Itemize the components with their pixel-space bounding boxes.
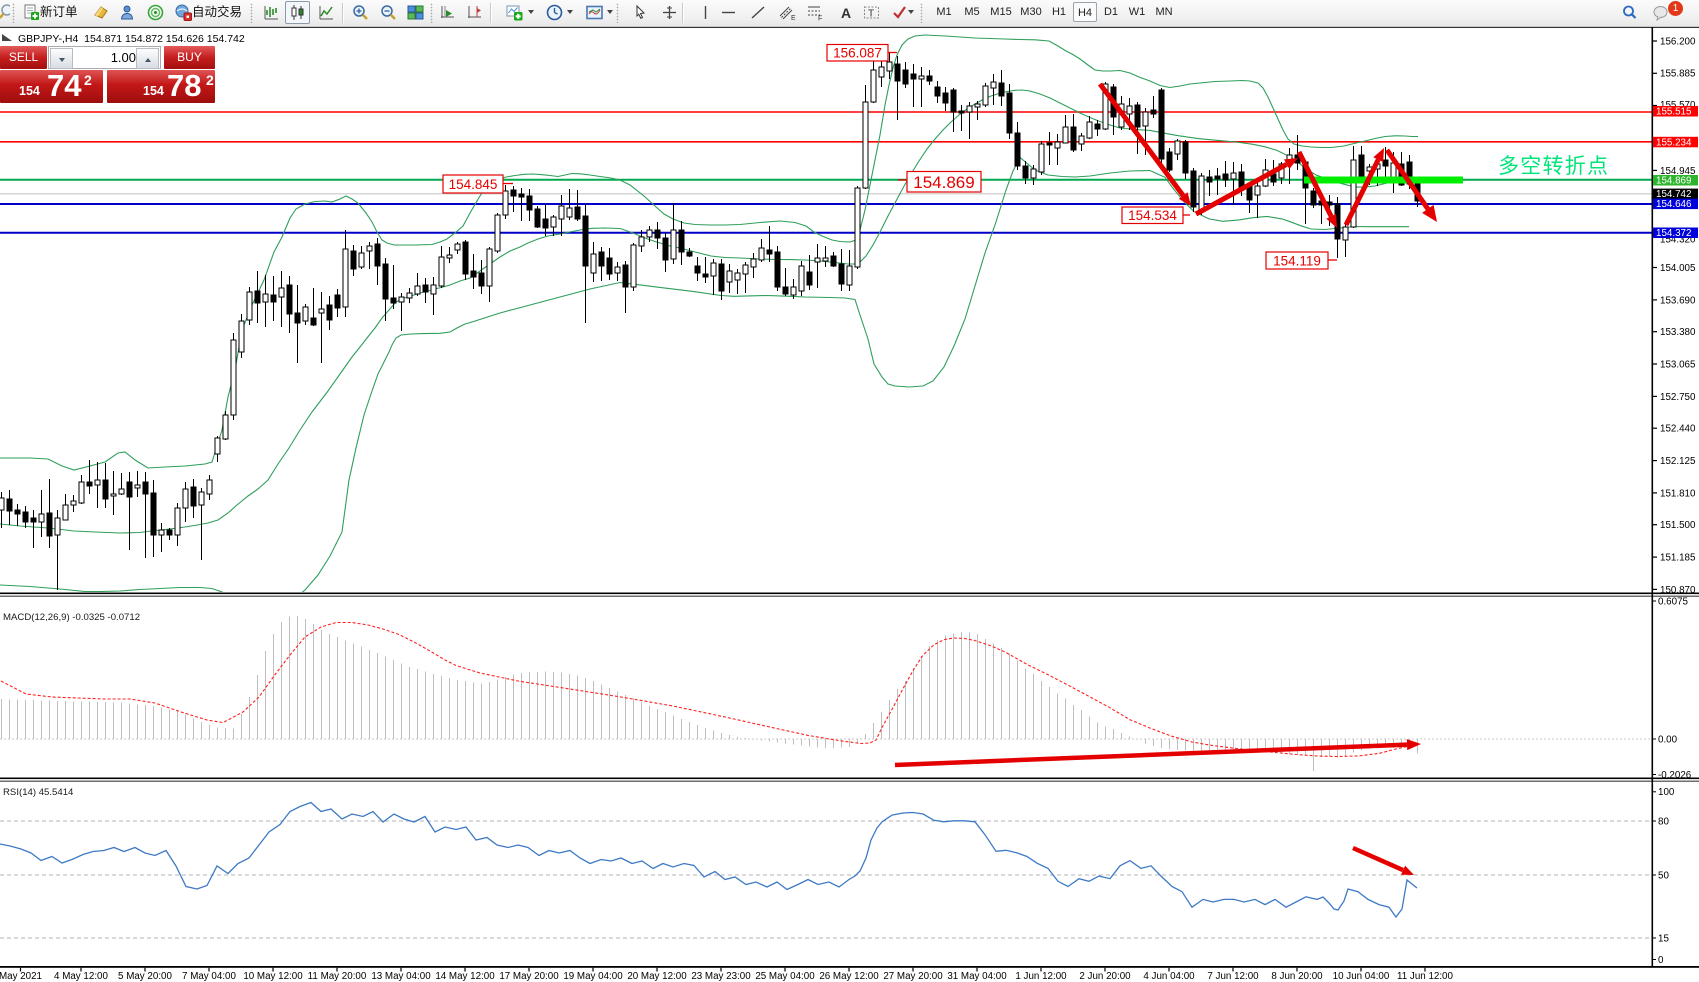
svg-text:7 Jun 12:00: 7 Jun 12:00	[1207, 971, 1259, 982]
svg-text:F: F	[818, 16, 822, 22]
svg-text:15: 15	[1658, 933, 1669, 944]
svg-text:10 Jun 04:00: 10 Jun 04:00	[1333, 971, 1390, 982]
svg-text:154.945: 154.945	[1660, 166, 1696, 177]
svg-text:152.440: 152.440	[1660, 424, 1696, 435]
svg-text:13 May 04:00: 13 May 04:00	[371, 971, 431, 982]
svg-text:156.087: 156.087	[833, 46, 882, 61]
svg-text:154.869: 154.869	[913, 173, 974, 192]
svg-text:153.380: 153.380	[1660, 327, 1696, 338]
svg-text:2 Jun 20:00: 2 Jun 20:00	[1079, 971, 1131, 982]
svg-text:155.885: 155.885	[1660, 69, 1696, 80]
svg-text:5 May 20:00: 5 May 20:00	[118, 971, 172, 982]
svg-text:80: 80	[1658, 816, 1669, 827]
svg-text:150.870: 150.870	[1660, 585, 1696, 596]
svg-text:25 May 04:00: 25 May 04:00	[755, 971, 815, 982]
svg-text:152.125: 152.125	[1660, 456, 1696, 467]
svg-text:RSI(14) 45.5414: RSI(14) 45.5414	[3, 787, 74, 798]
svg-text:MACD(12,26,9) -0.0325 -0.0712: MACD(12,26,9) -0.0325 -0.0712	[3, 612, 140, 623]
svg-text:17 May 20:00: 17 May 20:00	[499, 971, 559, 982]
svg-text:154.845: 154.845	[449, 177, 498, 192]
svg-text:154.869: 154.869	[1656, 176, 1691, 187]
svg-text:10 May 12:00: 10 May 12:00	[243, 971, 303, 982]
svg-text:11 Jun 12:00: 11 Jun 12:00	[1397, 971, 1453, 982]
svg-text:151.500: 151.500	[1660, 520, 1696, 531]
svg-text:0: 0	[1658, 955, 1664, 966]
svg-text:20 May 12:00: 20 May 12:00	[627, 971, 687, 982]
svg-text:1 Jun 12:00: 1 Jun 12:00	[1015, 971, 1067, 982]
svg-text:100: 100	[1658, 787, 1675, 798]
svg-text:E: E	[791, 15, 796, 21]
svg-text:0.00: 0.00	[1658, 734, 1678, 745]
svg-text:154.372: 154.372	[1656, 228, 1691, 239]
svg-text:155.515: 155.515	[1656, 107, 1692, 118]
svg-text:151.810: 151.810	[1660, 488, 1696, 499]
svg-text:23 May 23:00: 23 May 23:00	[691, 971, 751, 982]
svg-text:154.534: 154.534	[1128, 208, 1177, 223]
svg-text:50: 50	[1658, 870, 1669, 881]
svg-text:4 May 12:00: 4 May 12:00	[54, 971, 108, 982]
svg-text:26 May 12:00: 26 May 12:00	[819, 971, 879, 982]
svg-text:156.200: 156.200	[1660, 36, 1696, 47]
svg-text:8 Jun 20:00: 8 Jun 20:00	[1271, 971, 1323, 982]
svg-text:T: T	[868, 9, 874, 20]
svg-text:31 May 04:00: 31 May 04:00	[947, 971, 1007, 982]
svg-text:154.742: 154.742	[1656, 189, 1691, 200]
svg-text:153.690: 153.690	[1660, 295, 1696, 306]
svg-text:155.570: 155.570	[1660, 100, 1696, 111]
svg-text:A: A	[841, 5, 851, 21]
svg-text:155.234: 155.234	[1656, 137, 1692, 148]
svg-text:4 Jun 04:00: 4 Jun 04:00	[1143, 971, 1195, 982]
svg-text:-0.2026: -0.2026	[1658, 770, 1692, 781]
svg-text:多空转折点: 多空转折点	[1498, 155, 1608, 178]
svg-text:152.750: 152.750	[1660, 392, 1696, 403]
svg-text:May 2021: May 2021	[0, 971, 42, 982]
svg-text:153.065: 153.065	[1660, 359, 1696, 370]
svg-text:19 May 04:00: 19 May 04:00	[563, 971, 623, 982]
svg-text:14 May 12:00: 14 May 12:00	[435, 971, 495, 982]
svg-text:11 May 20:00: 11 May 20:00	[308, 971, 367, 982]
svg-text:154.005: 154.005	[1660, 263, 1696, 274]
svg-text:27 May 20:00: 27 May 20:00	[883, 971, 943, 982]
svg-text:154.119: 154.119	[1273, 253, 1321, 268]
svg-text:154.646: 154.646	[1656, 199, 1692, 210]
svg-text:0.6075: 0.6075	[1658, 596, 1689, 607]
svg-text:151.185: 151.185	[1660, 553, 1696, 564]
svg-text:7 May 04:00: 7 May 04:00	[182, 971, 236, 982]
svg-text:154.320: 154.320	[1660, 234, 1696, 245]
